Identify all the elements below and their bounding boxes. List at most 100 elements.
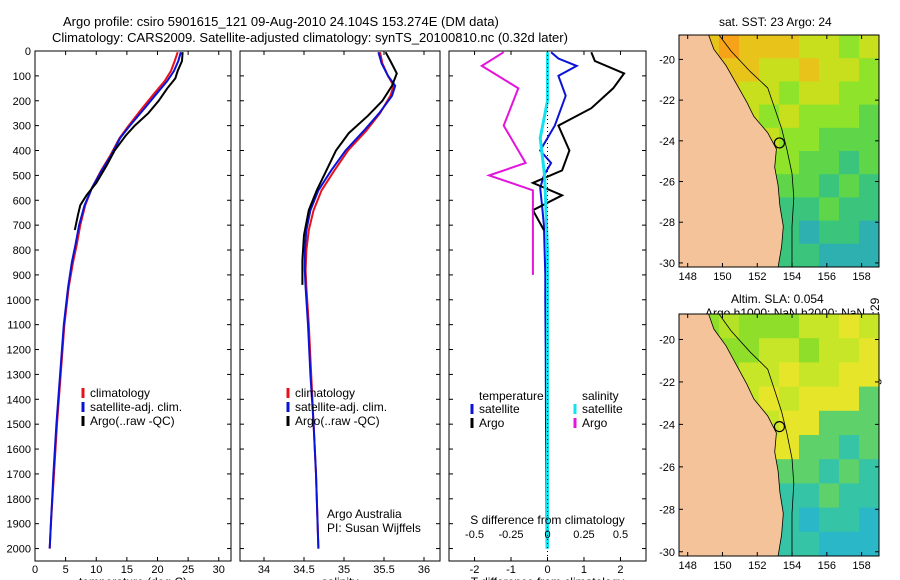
- map-cell: [779, 459, 800, 484]
- legend-label: satellite-adj. clim.: [295, 400, 387, 414]
- y-tick-label: 600: [13, 195, 31, 207]
- map-cell: [799, 483, 820, 509]
- map-cell: [799, 459, 820, 484]
- map-lat-label: -24: [659, 136, 675, 148]
- map-lon-label: 152: [748, 560, 766, 572]
- map-cell: [839, 243, 860, 268]
- y-tick-label: 900: [13, 270, 31, 282]
- map-lon-label: 150: [713, 560, 731, 572]
- secondary-x-axis-label: S difference from climatology: [470, 513, 625, 527]
- map-cell: [819, 58, 840, 82]
- map-cell: [819, 507, 840, 533]
- x-tick-label: 0: [544, 564, 550, 576]
- secondary-x-tick-label: -0.5: [465, 529, 484, 541]
- series-line-satellite: [538, 52, 549, 549]
- legend-label: satellite: [582, 402, 623, 416]
- map-cell: [859, 386, 880, 412]
- map-cell: [839, 531, 860, 557]
- map-lon-label: 154: [783, 271, 801, 283]
- map-cell: [819, 410, 840, 436]
- map-cell: [859, 104, 880, 129]
- y-tick-label: 1700: [7, 469, 31, 481]
- series-line-satellite: [538, 51, 580, 549]
- map-cell: [779, 483, 800, 509]
- map-cell: [739, 314, 760, 339]
- series-line-climatology: [304, 51, 395, 549]
- y-tick-label: 200: [13, 96, 31, 108]
- secondary-x-tick-label: 0: [544, 529, 550, 541]
- isobath-line: [718, 313, 795, 556]
- y-tick-label: 1400: [7, 394, 31, 406]
- map-cell: [779, 314, 800, 339]
- map-cell: [799, 362, 820, 388]
- legend-label: Argo(..raw -QC): [295, 414, 380, 428]
- map-lat-label: -24: [659, 419, 675, 431]
- argo-position-marker: [773, 137, 786, 149]
- map-cell: [859, 243, 880, 268]
- map-cell: [819, 174, 840, 198]
- land-mass: [678, 313, 784, 557]
- x-tick-label: 36: [418, 564, 430, 576]
- map-cell: [819, 362, 840, 388]
- map-cell: [859, 127, 880, 152]
- series-line-argo---raw--qc-: [301, 51, 398, 285]
- x-tick-label: 34: [258, 564, 270, 576]
- map-cell: [859, 35, 880, 59]
- map-cell: [839, 386, 860, 412]
- map-cell: [859, 197, 880, 222]
- map-cell: [819, 314, 840, 339]
- map-cell: [839, 174, 860, 198]
- map-cell: [859, 410, 880, 436]
- x-tick-label: 34.5: [293, 564, 314, 576]
- series-line-satellite-adj--clim-: [48, 51, 182, 549]
- y-tick-label: 1800: [7, 494, 31, 506]
- map-cell: [819, 81, 840, 106]
- series-line-satellite-adj--clim-: [303, 51, 397, 549]
- map-cell: [779, 197, 800, 222]
- secondary-x-tick-label: 0.25: [573, 529, 594, 541]
- map-frame: [678, 34, 880, 268]
- map-cell: [859, 531, 880, 557]
- map-cell: [839, 507, 860, 533]
- map-cell: [859, 435, 880, 460]
- y-tick-label: 400: [13, 146, 31, 158]
- map-cell: [839, 197, 860, 222]
- legend-label: satellite: [479, 402, 520, 416]
- map-cell: [799, 197, 820, 222]
- map-cell: [859, 58, 880, 82]
- map-cell: [859, 362, 880, 388]
- map-lat-label: -26: [659, 177, 675, 189]
- legend-label: climatology: [295, 386, 355, 400]
- y-tick-label: 800: [13, 245, 31, 257]
- map-cell: [799, 314, 820, 339]
- x-axis-label: temperature (deg C): [79, 575, 187, 580]
- map-cell: [819, 459, 840, 484]
- secondary-x-tick-label: 0.5: [613, 529, 628, 541]
- map-cell: [799, 386, 820, 412]
- map-cell: [839, 151, 860, 175]
- map-lat-label: -30: [659, 547, 675, 559]
- map-lat-label: -20: [659, 54, 675, 66]
- map-lat-label: -22: [659, 377, 675, 389]
- map-cell: [819, 35, 840, 59]
- y-tick-label: 300: [13, 121, 31, 133]
- legend-heading: temperature: [479, 389, 544, 403]
- series-line-argo: [479, 51, 534, 275]
- map-cell: [819, 104, 840, 129]
- map-cell: [799, 151, 820, 175]
- map-cell: [859, 220, 880, 245]
- map-cell: [799, 220, 820, 245]
- map-lat-label: -26: [659, 462, 675, 474]
- map-cell: [759, 338, 780, 363]
- panel-frame-2: [239, 50, 441, 562]
- map-cell: [819, 386, 840, 412]
- y-tick-label: 0: [25, 46, 31, 58]
- map-cell: [819, 531, 840, 557]
- x-tick-label: 35: [338, 564, 350, 576]
- x-tick-label: 15: [121, 564, 133, 576]
- y-tick-label: 1000: [7, 295, 31, 307]
- x-tick-label: -1: [506, 564, 516, 576]
- x-tick-label: 10: [90, 564, 102, 576]
- x-axis-label: T difference from climatology: [471, 575, 625, 580]
- map-cell: [779, 58, 800, 82]
